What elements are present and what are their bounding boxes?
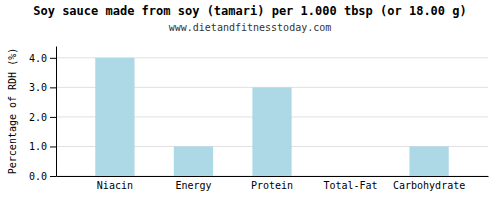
plot: 0.0 1.0 2.0 3.0 4.0 Niacin Energy Protein Total-… (7, 47, 489, 192)
bar (331, 176, 370, 177)
tick-label: Carbohydrate (393, 180, 465, 191)
tick-label: 2.0 (29, 112, 47, 123)
tick: 0.0 (29, 171, 56, 182)
tick: 4.0 (29, 53, 56, 64)
title: Soy sauce made from soy (tamari) per 1.0… (33, 4, 466, 18)
tick: 1.0 (29, 141, 56, 152)
tick-label: 4.0 (29, 53, 47, 64)
bar (252, 87, 291, 176)
tick-mark (50, 176, 56, 177)
bar (409, 146, 448, 176)
tick-mark (50, 58, 56, 59)
tick: 3.0 (29, 82, 56, 93)
tick: Protein (251, 180, 293, 191)
tick-label: Total-Fat (323, 180, 377, 191)
tick: Carbohydrate (393, 180, 465, 191)
bar (174, 146, 213, 176)
tick-mark (50, 87, 56, 88)
tick: Total-Fat (323, 180, 377, 191)
axis-line (56, 47, 57, 177)
tick-label: Energy (175, 180, 211, 191)
tick-label: Protein (251, 180, 293, 191)
chart: Soy sauce made from soy (tamari) per 1.0… (0, 0, 500, 200)
grid (56, 58, 488, 176)
tick: 2.0 (29, 112, 56, 123)
y-axis: 0.0 1.0 2.0 3.0 4.0 (29, 47, 57, 182)
tick: Energy (175, 180, 211, 191)
axis-line (57, 176, 489, 177)
tick-mark (50, 146, 56, 147)
tick-label: 0.0 (29, 171, 47, 182)
tick-label: Niacin (97, 180, 133, 191)
tick: Niacin (97, 180, 133, 191)
subtitle: www.dietandfitnesstoday.com (169, 22, 332, 33)
bar (95, 58, 134, 176)
x-axis: Niacin Energy Protein Total-Fat Carbohydrate (57, 177, 489, 192)
tick-label: 1.0 (29, 141, 47, 152)
bars (95, 58, 448, 176)
tick-label: 3.0 (29, 82, 47, 93)
y-label: Percentage of RDH (%) (7, 48, 18, 174)
tick-mark (50, 117, 56, 118)
